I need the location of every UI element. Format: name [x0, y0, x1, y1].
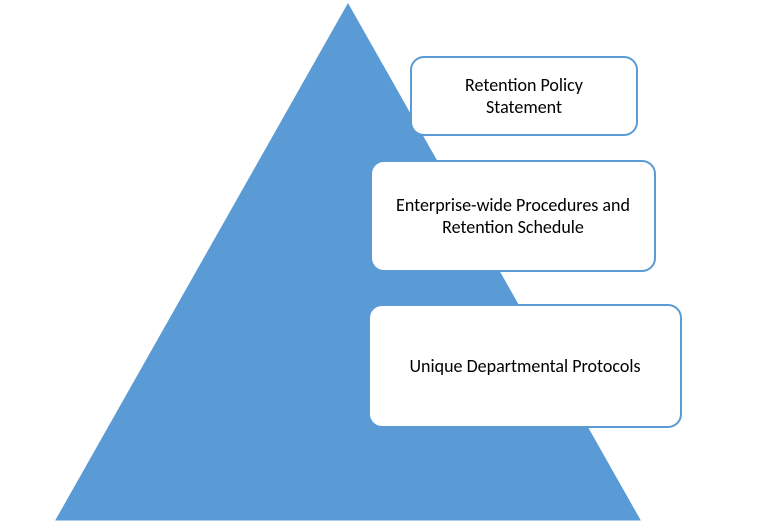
callout-enterprise-procedures: Enterprise-wide Procedures and Retention… — [370, 160, 656, 272]
callout-label: Retention Policy Statement — [426, 74, 622, 119]
callout-departmental-protocols: Unique Departmental Protocols — [368, 304, 682, 428]
diagram-stage: { "canvas": { "width": 772, "height": 52… — [0, 0, 772, 524]
callout-label: Unique Departmental Protocols — [410, 355, 641, 378]
callout-retention-policy: Retention Policy Statement — [410, 56, 638, 136]
callout-label: Enterprise-wide Procedures and Retention… — [386, 194, 640, 239]
